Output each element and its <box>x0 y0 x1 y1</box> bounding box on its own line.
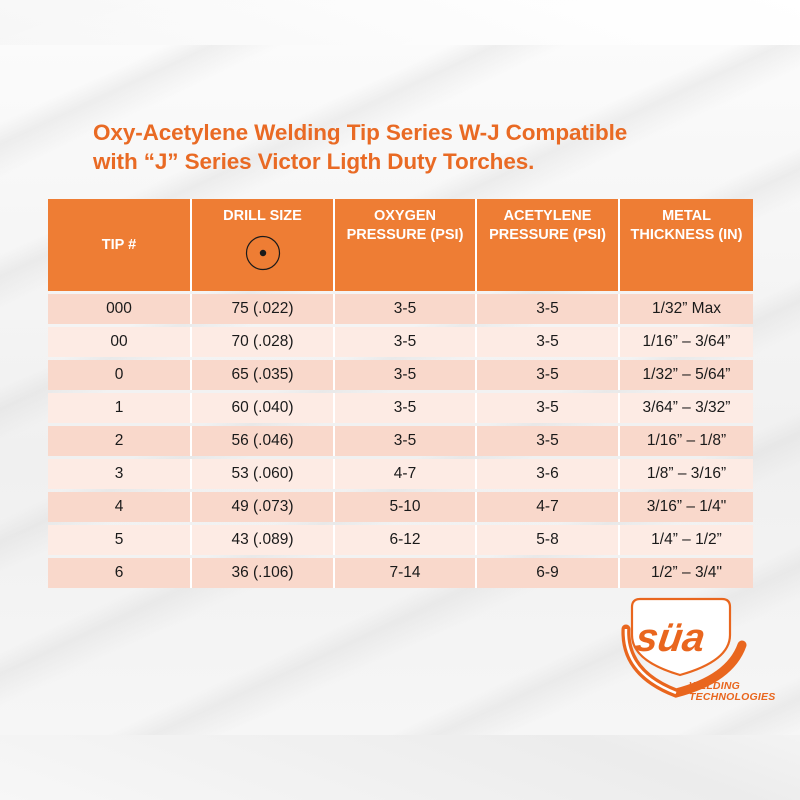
cell-acetylene-pressure: 6-9 <box>475 558 618 588</box>
cell-metal-thickness: 3/16” – 1/4" <box>618 492 753 522</box>
header-acetylene-line2: PRESSURE (PSI) <box>489 227 606 243</box>
cell-tip: 3 <box>48 459 190 489</box>
header-metal-line1: METAL <box>662 208 711 224</box>
cell-drill-size: 49 (.073) <box>190 492 333 522</box>
header-metal-thickness: METAL THICKNESS (IN) <box>618 199 753 291</box>
cell-tip: 6 <box>48 558 190 588</box>
cell-acetylene-pressure: 3-5 <box>475 327 618 357</box>
logo-caption-line2: TECHNOLOGIES <box>689 691 776 703</box>
cell-metal-thickness: 1/16” – 1/8” <box>618 426 753 456</box>
table-row: 000 75 (.022) 3-5 3-5 1/32” Max <box>48 294 753 324</box>
cell-metal-thickness: 1/16” – 3/64” <box>618 327 753 357</box>
table-row: 4 49 (.073) 5-10 4-7 3/16” – 1/4" <box>48 492 753 522</box>
cell-acetylene-pressure: 4-7 <box>475 492 618 522</box>
table-row: 3 53 (.060) 4-7 3-6 1/8” – 3/16” <box>48 459 753 489</box>
cell-drill-size: 53 (.060) <box>190 459 333 489</box>
cell-metal-thickness: 1/8” – 3/16” <box>618 459 753 489</box>
cell-acetylene-pressure: 3-6 <box>475 459 618 489</box>
cell-oxygen-pressure: 3-5 <box>333 360 475 390</box>
header-acetylene-line1: ACETYLENE <box>503 208 592 224</box>
cell-oxygen-pressure: 5-10 <box>333 492 475 522</box>
header-oxygen-line1: OXYGEN <box>373 208 437 224</box>
table-row: 6 36 (.106) 7-14 6-9 1/2” – 3/4" <box>48 558 753 588</box>
drill-hole-icon <box>245 235 280 271</box>
cell-drill-size: 43 (.089) <box>190 525 333 555</box>
cell-oxygen-pressure: 4-7 <box>333 459 475 489</box>
table-row: 5 43 (.089) 6-12 5-8 1/4” – 1/2” <box>48 525 753 555</box>
table-row: 2 56 (.046) 3-5 3-5 1/16” – 1/8” <box>48 426 753 456</box>
cell-acetylene-pressure: 3-5 <box>475 393 618 423</box>
cell-drill-size: 56 (.046) <box>190 426 333 456</box>
title-line-1: Oxy-Acetylene Welding Tip Series W-J Com… <box>93 120 628 145</box>
cell-drill-size: 65 (.035) <box>190 360 333 390</box>
cell-tip: 1 <box>48 393 190 423</box>
cell-oxygen-pressure: 3-5 <box>333 393 475 423</box>
page-title: Oxy-Acetylene Welding Tip Series W-J Com… <box>93 118 753 176</box>
cell-tip: 4 <box>48 492 190 522</box>
cell-oxygen-pressure: 6-12 <box>333 525 475 555</box>
logo-badge <box>621 597 747 698</box>
cell-drill-size: 60 (.040) <box>190 393 333 423</box>
cell-oxygen-pressure: 3-5 <box>333 327 475 357</box>
header-oxygen-line2: PRESSURE (PSI) <box>346 227 464 243</box>
cell-acetylene-pressure: 3-5 <box>475 294 618 324</box>
cell-drill-size: 36 (.106) <box>190 558 333 588</box>
title-line-2: with “J” Series Victor Ligth Duty Torche… <box>93 149 535 174</box>
sua-logo: süa <box>621 597 747 698</box>
cell-tip: 00 <box>48 327 190 357</box>
cell-metal-thickness: 1/32” Max <box>618 294 753 324</box>
header-acetylene-pressure: ACETYLENE PRESSURE (PSI) <box>475 199 618 291</box>
header-oxygen-pressure: OXYGEN PRESSURE (PSI) <box>333 199 475 291</box>
cell-metal-thickness: 1/4” – 1/2” <box>618 525 753 555</box>
cell-oxygen-pressure: 3-5 <box>333 426 475 456</box>
table-header-row: TIP # DRILL SIZE OXYGEN PRESSURE (PSI) <box>48 199 753 291</box>
welding-tip-table: TIP # DRILL SIZE OXYGEN PRESSURE (PSI) <box>48 196 753 591</box>
cell-drill-size: 70 (.028) <box>190 327 333 357</box>
cell-drill-size: 75 (.022) <box>190 294 333 324</box>
cell-metal-thickness: 1/2” – 3/4" <box>618 558 753 588</box>
header-tip: TIP # <box>48 199 190 291</box>
header-metal-line2: THICKNESS (IN) <box>630 227 743 243</box>
logo-mark: süa <box>633 615 708 660</box>
table-row: 1 60 (.040) 3-5 3-5 3/64” – 3/32” <box>48 393 753 423</box>
header-drill-size: DRILL SIZE <box>190 199 333 291</box>
table-row: 00 70 (.028) 3-5 3-5 1/16” – 3/64” <box>48 327 753 357</box>
cell-metal-thickness: 1/32” – 5/64” <box>618 360 753 390</box>
cell-acetylene-pressure: 3-5 <box>475 360 618 390</box>
header-drill-label: DRILL SIZE <box>223 208 302 224</box>
cell-tip: 5 <box>48 525 190 555</box>
cell-oxygen-pressure: 3-5 <box>333 294 475 324</box>
cell-tip: 0 <box>48 360 190 390</box>
logo-caption: WELDING TECHNOLOGIES <box>689 681 775 703</box>
logo-caption-line1: WELDING <box>689 680 740 692</box>
header-tip-label: TIP # <box>101 236 137 253</box>
cell-acetylene-pressure: 3-5 <box>475 426 618 456</box>
cell-acetylene-pressure: 5-8 <box>475 525 618 555</box>
table-row: 0 65 (.035) 3-5 3-5 1/32” – 5/64” <box>48 360 753 390</box>
cell-metal-thickness: 3/64” – 3/32” <box>618 393 753 423</box>
cell-oxygen-pressure: 7-14 <box>333 558 475 588</box>
cell-tip: 2 <box>48 426 190 456</box>
cell-tip: 000 <box>48 294 190 324</box>
